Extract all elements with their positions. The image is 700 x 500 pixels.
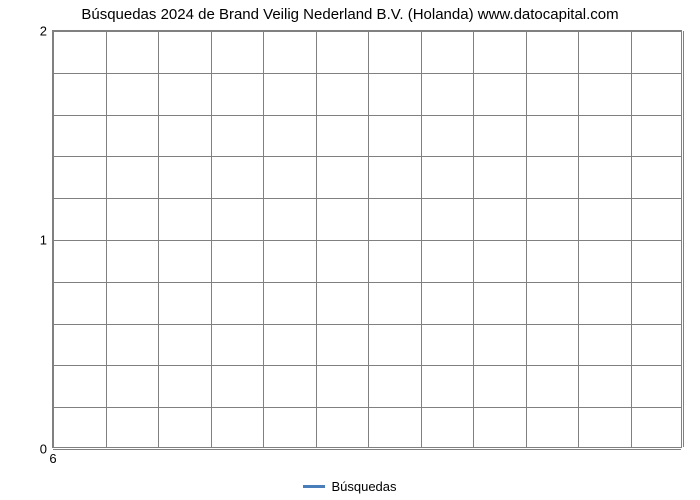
y-tick-label: 1	[40, 233, 47, 248]
legend: Búsquedas	[0, 478, 700, 494]
gridline-horizontal	[53, 282, 681, 283]
legend-series-label: Búsquedas	[331, 479, 396, 494]
gridline-vertical	[421, 31, 422, 447]
gridline-vertical	[158, 31, 159, 447]
gridline-horizontal	[53, 73, 681, 74]
gridline-vertical	[53, 31, 54, 447]
x-tick-label: 6	[49, 451, 56, 466]
gridline-horizontal	[53, 198, 681, 199]
gridline-vertical	[683, 31, 684, 447]
gridline-horizontal	[53, 156, 681, 157]
chart-title: Búsquedas 2024 de Brand Veilig Nederland…	[0, 6, 700, 23]
y-tick-label: 0	[40, 442, 47, 457]
gridline-horizontal	[53, 324, 681, 325]
gridline-vertical	[211, 31, 212, 447]
gridline-horizontal	[53, 115, 681, 116]
gridline-vertical	[368, 31, 369, 447]
gridline-vertical	[578, 31, 579, 447]
plot-area: 0126	[52, 30, 682, 448]
legend-swatch	[303, 485, 325, 488]
y-tick-label: 2	[40, 24, 47, 39]
gridline-vertical	[473, 31, 474, 447]
gridline-vertical	[263, 31, 264, 447]
gridline-horizontal	[53, 449, 681, 450]
chart-container: Búsquedas 2024 de Brand Veilig Nederland…	[0, 0, 700, 500]
gridline-vertical	[631, 31, 632, 447]
gridline-horizontal	[53, 407, 681, 408]
gridline-horizontal	[53, 31, 681, 32]
gridline-vertical	[526, 31, 527, 447]
gridline-vertical	[316, 31, 317, 447]
gridline-vertical	[106, 31, 107, 447]
gridline-horizontal	[53, 240, 681, 241]
gridline-horizontal	[53, 365, 681, 366]
